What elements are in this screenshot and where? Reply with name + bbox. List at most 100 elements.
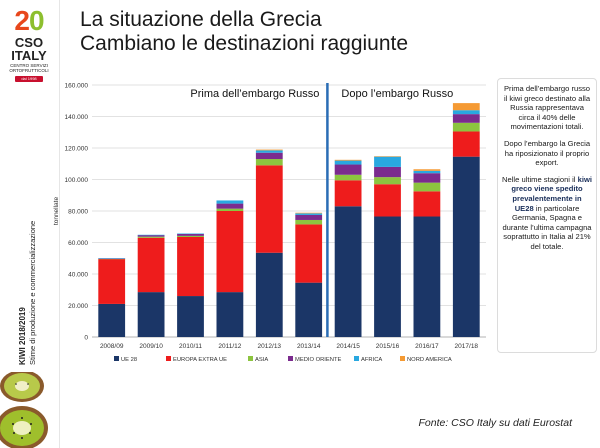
bar-segment bbox=[255, 150, 283, 153]
bar-segment bbox=[216, 208, 244, 211]
bar-segment bbox=[413, 173, 441, 183]
y-tick-label: 80.000 bbox=[68, 209, 88, 216]
bar-segment bbox=[216, 203, 244, 209]
commentary-paragraph-2: Dopo l’embargo la Grecia ha riposizionat… bbox=[503, 138, 591, 168]
y-tick-label: 140.000 bbox=[65, 114, 89, 121]
bar-segment bbox=[216, 200, 244, 204]
bar-segment bbox=[374, 156, 401, 167]
bar-segment bbox=[137, 236, 165, 238]
commentary-box: Prima dell’embargo russo il kiwi greco d… bbox=[497, 78, 597, 353]
bar-segment bbox=[452, 114, 480, 123]
bar-segment bbox=[295, 214, 323, 220]
legend-swatch bbox=[114, 356, 119, 361]
bar-segment bbox=[374, 166, 401, 178]
bar-segment bbox=[255, 165, 283, 253]
bar-segment bbox=[98, 259, 126, 304]
bar-segment bbox=[413, 169, 441, 171]
bar-segment bbox=[334, 180, 362, 207]
legend-label: AFRICA bbox=[361, 357, 382, 363]
bar-segment bbox=[295, 213, 323, 215]
x-tick-label: 2011/12 bbox=[218, 343, 241, 350]
bar-segment bbox=[137, 234, 165, 236]
bar-segment bbox=[216, 292, 244, 337]
x-tick-label: 2010/11 bbox=[179, 343, 202, 350]
bar-segment bbox=[374, 184, 401, 217]
legend-swatch bbox=[354, 356, 359, 361]
slide-title-line-1: La situazione della Grecia bbox=[80, 8, 322, 31]
y-tick-label: 160.000 bbox=[65, 83, 89, 90]
y-tick-label: 40.000 bbox=[68, 272, 88, 279]
bar-segment bbox=[413, 182, 441, 192]
bar-segment bbox=[177, 235, 204, 237]
y-tick-label: 0 bbox=[84, 335, 88, 342]
legend-swatch bbox=[400, 356, 405, 361]
chart-svg: 0 20.000 40.000 60.000 80.000 100.000 120.000 1… bbox=[53, 83, 486, 363]
report-title: KIWI 2018/2019 bbox=[18, 307, 27, 365]
legend-swatch bbox=[288, 356, 293, 361]
slide-title-line-2: Cambiano le destinazioni raggiunte bbox=[80, 32, 409, 55]
legend-label: ASIA bbox=[255, 357, 268, 363]
logo-name: CSO ITALY bbox=[11, 35, 47, 63]
bar-segment bbox=[177, 233, 204, 236]
bar-segment bbox=[216, 211, 244, 293]
y-tick-label: 60.000 bbox=[68, 240, 88, 247]
bar-segment bbox=[413, 170, 441, 174]
bar-segment bbox=[452, 131, 480, 157]
logo-tagline: CENTRO SERVIZI ORTOFRUTTICOLI bbox=[9, 63, 49, 73]
legend-label: MEDIO ORIENTE bbox=[295, 357, 342, 363]
bar-segment bbox=[452, 122, 480, 132]
bar-segment bbox=[334, 206, 362, 337]
x-tick-label: 2012/13 bbox=[258, 343, 282, 350]
x-tick-label: 2009/10 bbox=[139, 343, 163, 350]
bar-segment bbox=[137, 292, 165, 337]
commentary-highlight: kiwi greco viene spedito prevalentemente… bbox=[511, 174, 592, 213]
y-tick-label: 20.000 bbox=[68, 303, 88, 310]
bar-segment bbox=[255, 252, 283, 337]
bar-segment bbox=[295, 219, 323, 225]
bar-segment bbox=[137, 237, 165, 293]
bar-segment bbox=[374, 156, 401, 157]
bar-segment bbox=[452, 103, 480, 111]
bar-segment bbox=[295, 212, 323, 214]
x-tick-label: 2017/18 bbox=[455, 343, 479, 350]
annotation-after: Dopo l’embargo Russo bbox=[341, 88, 453, 100]
stacked-bar-chart: 0 20.000 40.000 60.000 80.000 100.000 120.000 1… bbox=[30, 75, 495, 370]
slide-title: La situazione della Grecia Cambiano le d… bbox=[80, 8, 408, 56]
commentary-text-a: Nelle ultime stagioni il bbox=[502, 174, 576, 184]
kiwi-fruit-image bbox=[0, 372, 48, 448]
legend-label: NORD AMERICA bbox=[407, 357, 452, 363]
bar-segment bbox=[255, 149, 283, 151]
bar-segment bbox=[177, 296, 204, 337]
logo-badge: dal 1998 bbox=[15, 76, 43, 82]
logo-number: 20 bbox=[14, 5, 44, 36]
bar-segment bbox=[452, 156, 480, 337]
bar-segment bbox=[177, 233, 204, 235]
x-tick-label: 2016/17 bbox=[415, 343, 439, 350]
x-tick-label: 2015/16 bbox=[376, 343, 400, 350]
bar-segment bbox=[137, 235, 165, 237]
y-tick-label: 120.000 bbox=[65, 146, 89, 153]
cso-italy-logo: 20 CSO ITALY CENTRO SERVIZI ORTOFRUTTICO… bbox=[4, 6, 54, 86]
x-tick-label: 2008/09 bbox=[100, 343, 124, 350]
x-tick-label: 2013/14 bbox=[297, 343, 321, 350]
y-tick-label: 100.000 bbox=[65, 177, 89, 184]
bar-segment bbox=[255, 159, 283, 166]
sidebar: 20 CSO ITALY CENTRO SERVIZI ORTOFRUTTICO… bbox=[0, 0, 60, 448]
commentary-paragraph-3: Nelle ultime stagioni il kiwi greco vien… bbox=[502, 175, 592, 252]
commentary-text-c: in particolare Germania, Spagna e durant… bbox=[502, 203, 592, 251]
bar-segment bbox=[334, 164, 362, 175]
legend-label: UE 28 bbox=[121, 357, 137, 363]
bar-segment bbox=[295, 224, 323, 283]
bar-segment bbox=[334, 159, 362, 161]
bar-segment bbox=[177, 236, 204, 297]
x-tick-label: 2014/15 bbox=[336, 343, 360, 350]
bar-segment bbox=[98, 303, 126, 337]
bar-segment bbox=[374, 216, 401, 337]
source-caption: Fonte: CSO Italy su dati Eurostat bbox=[418, 417, 573, 429]
bar-segment bbox=[334, 160, 362, 165]
bar-segment bbox=[295, 282, 323, 337]
bar-segment bbox=[255, 152, 283, 160]
bar-segment bbox=[374, 177, 401, 185]
bar-segment bbox=[452, 110, 480, 115]
legend-swatch bbox=[248, 356, 253, 361]
